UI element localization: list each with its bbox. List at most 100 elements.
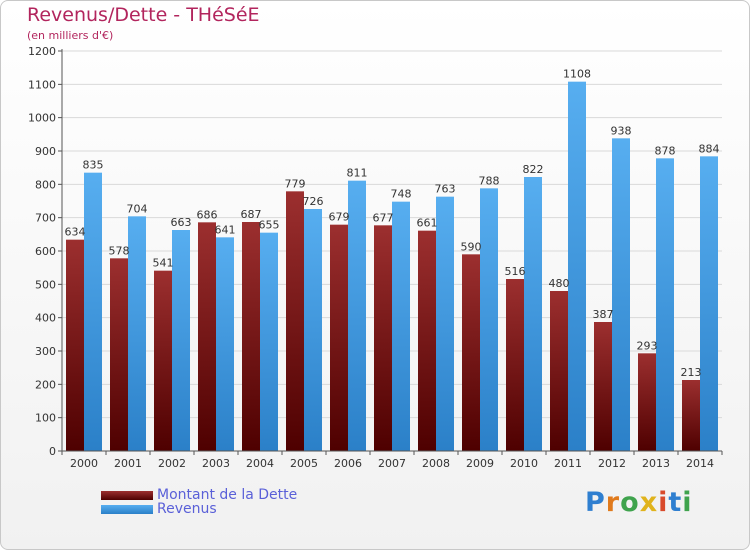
ytick-label-100: 100: [35, 412, 56, 425]
axes: 0 100 200 300 400 500 600 700 800 900 1000 1100 1200…: [28, 45, 723, 470]
value-label-revenus-2008: 763: [435, 183, 456, 196]
value-label-dette-2000: 634: [65, 226, 86, 239]
bar-revenus-2011: [568, 81, 586, 452]
bar-revenus-2009: [480, 188, 498, 452]
ytick-label-200: 200: [35, 378, 56, 391]
bar-dette-2004: [242, 222, 260, 451]
value-label-revenus-2013: 878: [655, 144, 676, 157]
ytick-label-1100: 1100: [28, 78, 56, 91]
logo-letter: i: [658, 487, 669, 518]
bar-dette-2001: [110, 258, 128, 451]
value-label-revenus-2001: 704: [127, 202, 148, 215]
value-label-revenus-2011: 1108: [563, 68, 591, 81]
value-label-dette-2001: 578: [109, 244, 130, 257]
logo-letter: t: [668, 487, 683, 518]
bar-revenus-2007: [392, 201, 410, 451]
xtick-label-2014: 2014: [686, 457, 714, 470]
value-label-dette-2008: 661: [417, 217, 438, 230]
ytick-label-800: 800: [35, 178, 56, 191]
legend-swatch-dette: [101, 490, 153, 500]
bar-revenus-2005: [304, 209, 322, 451]
bar-dette-2010: [506, 279, 524, 451]
chart-title: Revenus/Dette - THéSéE: [27, 4, 260, 26]
bar-revenus-2002: [172, 230, 190, 451]
bar-dette-2009: [462, 254, 480, 451]
bar-dette-2003: [198, 222, 216, 451]
value-label-dette-2004: 687: [241, 208, 262, 221]
ytick-label-1200: 1200: [28, 45, 56, 58]
bar-revenus-2013: [656, 158, 674, 452]
value-label-dette-2014: 213: [681, 366, 702, 379]
bar-dette-2012: [594, 322, 612, 451]
value-label-revenus-2000: 835: [83, 159, 104, 172]
xtick-label-2004: 2004: [246, 457, 274, 470]
xtick-label-2011: 2011: [554, 457, 582, 470]
value-label-dette-2005: 779: [285, 177, 306, 190]
xtick-label-2013: 2013: [642, 457, 670, 470]
value-label-revenus-2012: 938: [611, 124, 632, 137]
value-label-revenus-2004: 655: [259, 219, 280, 232]
value-label-revenus-2003: 641: [215, 223, 236, 236]
xtick-label-2012: 2012: [598, 457, 626, 470]
value-label-dette-2011: 480: [549, 277, 570, 290]
bar-revenus-2010: [524, 177, 542, 451]
ytick-label-600: 600: [35, 245, 56, 258]
legend-item-dette: Montant de la Dette: [101, 487, 297, 503]
logo-letter: x: [639, 487, 659, 518]
value-label-dette-2009: 590: [461, 240, 482, 253]
xtick-label-2006: 2006: [334, 457, 362, 470]
bar-revenus-2008: [436, 196, 454, 451]
xtick-label-2009: 2009: [466, 457, 494, 470]
ytick-label-700: 700: [35, 212, 56, 225]
bar-revenus-2006: [348, 180, 366, 451]
xtick-label-2000: 2000: [70, 457, 98, 470]
bar-dette-2006: [330, 224, 348, 451]
value-label-dette-2012: 387: [593, 308, 614, 321]
value-label-revenus-2007: 748: [391, 188, 412, 201]
proxiti-logo: Proxiti: [585, 487, 693, 518]
logo-letter: i: [682, 487, 693, 518]
logo-letter: P: [585, 487, 606, 518]
bar-revenus-2014: [700, 156, 718, 452]
xtick-label-2008: 2008: [422, 457, 450, 470]
value-label-dette-2010: 516: [505, 265, 526, 278]
value-label-revenus-2006: 811: [347, 167, 368, 180]
xtick-label-2007: 2007: [378, 457, 406, 470]
value-label-revenus-2014: 884: [699, 142, 720, 155]
ytick-label-400: 400: [35, 312, 56, 325]
value-label-revenus-2005: 726: [303, 195, 324, 208]
value-label-dette-2002: 541: [153, 257, 174, 270]
xtick-label-2002: 2002: [158, 457, 186, 470]
ytick-label-900: 900: [35, 145, 56, 158]
value-label-dette-2007: 677: [373, 211, 394, 224]
legend-label-revenus: Revenus: [157, 501, 217, 517]
ytick-label-300: 300: [35, 345, 56, 358]
bar-revenus-2004: [260, 232, 278, 451]
legend-label-dette: Montant de la Dette: [157, 487, 298, 503]
value-label-revenus-2009: 788: [479, 174, 500, 187]
bar-revenus-2003: [216, 237, 234, 451]
value-label-revenus-2010: 822: [523, 163, 544, 176]
logo-letter: r: [605, 487, 621, 518]
value-label-dette-2006: 679: [329, 211, 350, 224]
bar-dette-2013: [638, 353, 656, 451]
ytick-label-0: 0: [49, 445, 56, 458]
bar-dette-2000: [66, 239, 84, 451]
chart-subtitle: (en milliers d'€): [27, 29, 114, 42]
ytick-label-1000: 1000: [28, 112, 56, 125]
bar-revenus-2001: [128, 216, 146, 451]
legend-item-revenus: Revenus: [101, 501, 217, 517]
logo-letter: o: [620, 487, 640, 518]
bar-dette-2007: [374, 225, 392, 451]
value-label-dette-2013: 293: [637, 339, 658, 352]
bar-revenus-2000: [84, 172, 102, 451]
bar-dette-2005: [286, 191, 304, 452]
value-label-revenus-2002: 663: [171, 216, 192, 229]
bar-revenus-2012: [612, 138, 630, 452]
xtick-label-2010: 2010: [510, 457, 538, 470]
bar-dette-2011: [550, 291, 568, 451]
xtick-label-2001: 2001: [114, 457, 142, 470]
legend-swatch-revenus: [101, 504, 153, 514]
